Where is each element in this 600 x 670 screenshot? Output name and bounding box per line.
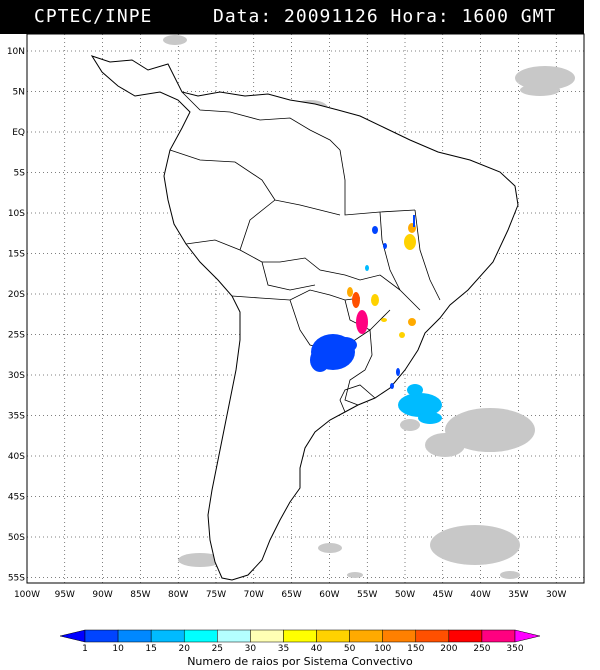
- scale-title: Numero de raios por Sistema Convectivo: [187, 655, 413, 668]
- scale-swatch: [250, 629, 284, 643]
- scale-arrow-right: [514, 629, 541, 643]
- lat-label: EQ: [12, 128, 25, 138]
- lon-label: 30W: [546, 590, 566, 600]
- scale-value-label: 250: [473, 644, 490, 654]
- storm-cluster-sao-paulo: [381, 318, 416, 338]
- lat-label: 20S: [8, 290, 25, 300]
- lon-label: 65W: [281, 590, 301, 600]
- storm-cluster-bahia: [404, 215, 416, 250]
- scale-swatch: [117, 629, 152, 643]
- scale-swatch: [382, 629, 417, 643]
- scale-value-label: 25: [212, 644, 223, 654]
- scale-swatch: [415, 629, 450, 643]
- lon-label: 35W: [508, 590, 528, 600]
- lat-label: 55S: [8, 574, 25, 584]
- lat-label: 10S: [8, 209, 25, 219]
- scale-swatch: [84, 629, 119, 643]
- source-label: CPTEC/INPE: [34, 6, 153, 27]
- color-scale: 1 10 15 20 25 30 35 40 50 100 150 200 250 350: [59, 629, 541, 654]
- storm-cluster-paraguay: [347, 287, 379, 334]
- lon-label: 50W: [395, 590, 415, 600]
- storm-cluster-central: [365, 226, 400, 389]
- scale-swatch: [481, 629, 516, 643]
- lon-label: 40W: [470, 590, 490, 600]
- scale-value-label: 40: [311, 644, 323, 654]
- lat-label: 50S: [8, 533, 25, 543]
- longitude-labels: 100W 95W 90W 85W 80W 75W 70W 65W 60W 55W 50W 45W 40W…: [14, 590, 567, 600]
- lat-label: 30S: [8, 371, 25, 381]
- scale-swatch: [316, 629, 350, 643]
- scale-value-label: 20: [179, 644, 191, 654]
- scale-value-label: 150: [407, 644, 424, 654]
- scale-arrow-left: [59, 629, 86, 643]
- lon-label: 45W: [433, 590, 453, 600]
- lon-label: 90W: [92, 590, 112, 600]
- lat-label: 5S: [14, 169, 26, 179]
- scale-value-label: 200: [440, 644, 457, 654]
- lat-label: 45S: [8, 493, 25, 503]
- scale-value-label: 50: [344, 644, 356, 654]
- lon-label: 60W: [319, 590, 339, 600]
- storm-cluster-argentina: [310, 334, 357, 372]
- scale-value-label: 35: [278, 644, 289, 654]
- lat-label: 5N: [13, 88, 25, 98]
- scale-value-label: 30: [245, 644, 257, 654]
- scale-swatch: [448, 629, 483, 643]
- continent-outline: [90, 55, 519, 581]
- storm-layer: [310, 215, 442, 424]
- lon-label: 75W: [206, 590, 226, 600]
- scale-swatch: [283, 629, 317, 643]
- header-bar: CPTEC/INPE Data: 20091126 Hora: 1600 GMT: [0, 0, 584, 34]
- lat-label: 35S: [8, 412, 25, 422]
- scale-swatch: [349, 629, 383, 643]
- lon-label: 95W: [55, 590, 75, 600]
- lat-label: 10N: [7, 47, 25, 57]
- scale-value-label: 10: [112, 644, 124, 654]
- scale-value-label: 1: [82, 644, 88, 654]
- scale-swatch: [183, 629, 218, 643]
- lat-label: 15S: [8, 250, 25, 260]
- datetime-label: Data: 20091126 Hora: 1600 GMT: [213, 6, 557, 27]
- latitude-labels: 10N 5N EQ 5S 10S 15S 20S 25S 30S 35S 40S 45S 50S 55S: [7, 47, 25, 584]
- lat-label: 25S: [8, 331, 25, 341]
- lon-label: 80W: [168, 590, 188, 600]
- scale-value-label: 350: [506, 644, 523, 654]
- lat-label: 40S: [8, 452, 25, 462]
- scale-value-label: 15: [145, 644, 156, 654]
- scale-swatch: [217, 629, 251, 643]
- scale-swatch: [150, 629, 185, 643]
- lon-label: 55W: [357, 590, 377, 600]
- storm-cluster-uruguay: [398, 384, 442, 424]
- lon-label: 85W: [130, 590, 150, 600]
- scale-value-label: 100: [374, 644, 391, 654]
- lon-label: 100W: [14, 590, 40, 600]
- lon-label: 70W: [244, 590, 264, 600]
